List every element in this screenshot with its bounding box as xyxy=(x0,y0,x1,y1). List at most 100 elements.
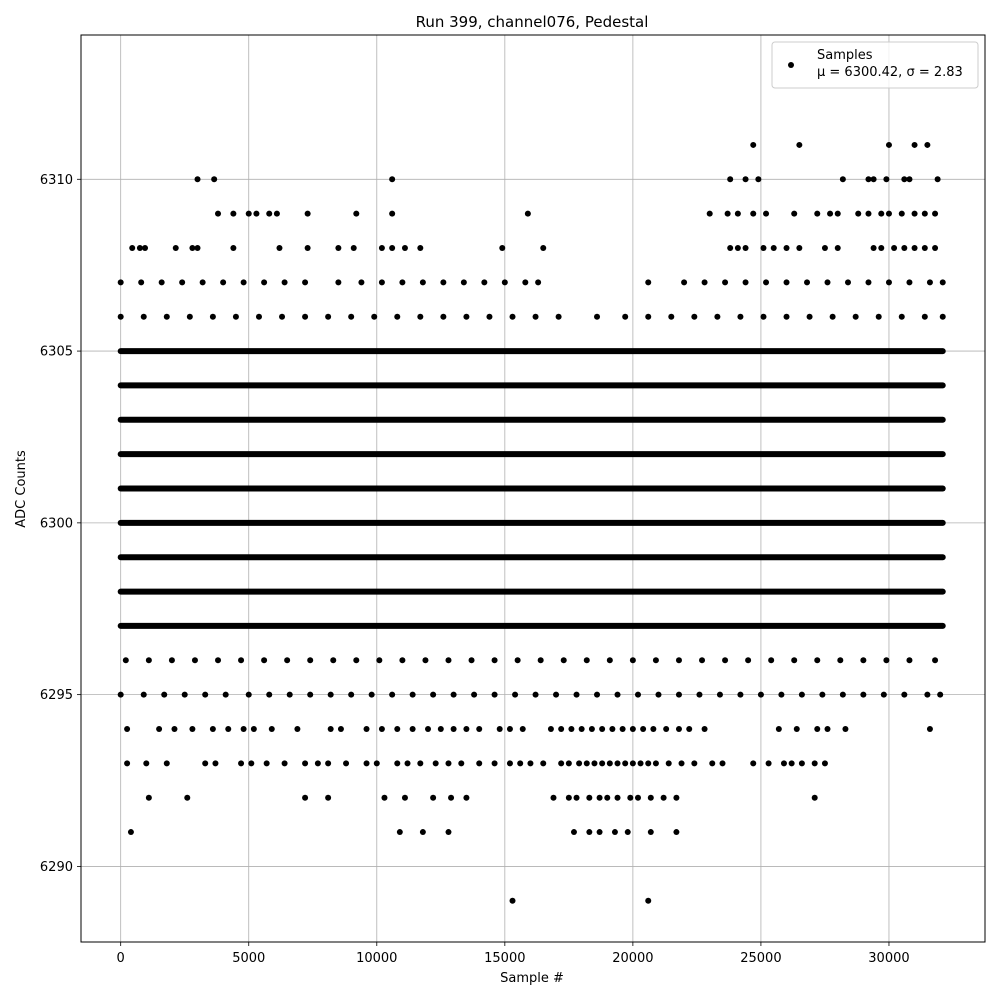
sample-point xyxy=(350,245,357,252)
sample-point xyxy=(634,794,641,801)
sample-point xyxy=(898,313,905,320)
sample-point xyxy=(401,245,408,252)
sample-point xyxy=(532,313,539,320)
sample-point xyxy=(870,245,877,252)
y-tick-label: 6310 xyxy=(40,173,73,188)
sample-point xyxy=(727,176,734,183)
sample-point xyxy=(302,760,309,767)
sample-point xyxy=(220,279,227,286)
sample-point xyxy=(422,657,429,664)
sample-point xyxy=(696,691,703,698)
sample-point xyxy=(619,725,626,732)
sample-point xyxy=(212,760,219,767)
sample-point xyxy=(186,313,193,320)
sample-point xyxy=(821,760,828,767)
sample-point xyxy=(911,245,918,252)
sample-point xyxy=(699,657,706,664)
sample-point xyxy=(458,760,465,767)
sample-point xyxy=(650,725,657,732)
sample-point xyxy=(496,725,503,732)
sample-point xyxy=(742,176,749,183)
sample-point xyxy=(839,176,846,183)
sample-point xyxy=(199,279,206,286)
sample-point xyxy=(417,760,424,767)
sample-point xyxy=(163,760,170,767)
sample-point xyxy=(448,794,455,801)
sample-point xyxy=(755,176,762,183)
sample-point xyxy=(417,313,424,320)
sample-point xyxy=(430,794,437,801)
sample-point xyxy=(852,313,859,320)
sample-point xyxy=(901,176,908,183)
sample-point xyxy=(261,657,268,664)
sample-point xyxy=(596,829,603,836)
sample-point xyxy=(634,691,641,698)
sample-point xyxy=(624,829,631,836)
sample-point xyxy=(811,760,818,767)
sample-point xyxy=(842,725,849,732)
sample-point xyxy=(532,691,539,698)
sample-point xyxy=(163,313,170,320)
sample-point xyxy=(827,210,834,217)
sample-point xyxy=(647,794,654,801)
sample-point xyxy=(266,691,273,698)
sample-point xyxy=(652,657,659,664)
sample-point xyxy=(499,245,506,252)
sample-point xyxy=(232,313,239,320)
sample-point xyxy=(901,245,908,252)
sample-point xyxy=(314,760,321,767)
sample-point xyxy=(791,210,798,217)
sample-point xyxy=(606,657,613,664)
sample-point xyxy=(161,691,168,698)
sample-point xyxy=(750,210,757,217)
sample-point xyxy=(409,691,416,698)
legend-label: Samples xyxy=(817,48,873,63)
sample-point xyxy=(939,313,946,320)
sample-point xyxy=(371,313,378,320)
sample-point xyxy=(673,829,680,836)
sample-point xyxy=(348,313,355,320)
sample-point xyxy=(202,691,209,698)
sample-point xyxy=(645,279,652,286)
sample-point xyxy=(606,760,613,767)
sample-point xyxy=(240,279,247,286)
sample-point xyxy=(793,725,800,732)
sample-point xyxy=(681,279,688,286)
sample-point xyxy=(932,210,939,217)
sample-point xyxy=(865,210,872,217)
sample-point xyxy=(798,691,805,698)
sample-point xyxy=(783,279,790,286)
sample-point xyxy=(709,760,716,767)
sample-point xyxy=(238,657,245,664)
sample-point xyxy=(811,794,818,801)
sample-point xyxy=(373,760,380,767)
sample-point xyxy=(819,691,826,698)
sample-point xyxy=(302,279,309,286)
x-axis-ticks: 0 5000 10000 15000 20000 25000 30000 xyxy=(117,942,910,966)
sample-point xyxy=(172,245,179,252)
sample-point xyxy=(307,657,314,664)
sample-point xyxy=(675,725,682,732)
sample-point xyxy=(304,210,311,217)
sample-point xyxy=(599,725,606,732)
sample-point xyxy=(883,176,890,183)
sample-point xyxy=(240,725,247,732)
sample-point xyxy=(376,657,383,664)
sample-point xyxy=(599,760,606,767)
sample-point xyxy=(440,313,447,320)
sample-point xyxy=(924,141,931,148)
sample-point xyxy=(839,691,846,698)
sample-point xyxy=(281,279,288,286)
sample-point xyxy=(629,657,636,664)
sample-point xyxy=(565,760,572,767)
sample-point xyxy=(476,760,483,767)
sample-point xyxy=(304,245,311,252)
sample-point xyxy=(934,176,941,183)
legend-stats: μ = 6300.42, σ = 2.83 xyxy=(817,65,963,80)
sample-point xyxy=(898,210,905,217)
sample-point xyxy=(614,794,621,801)
sample-point xyxy=(829,313,836,320)
sample-point xyxy=(417,245,424,252)
sample-point xyxy=(906,279,913,286)
sample-point xyxy=(335,245,342,252)
